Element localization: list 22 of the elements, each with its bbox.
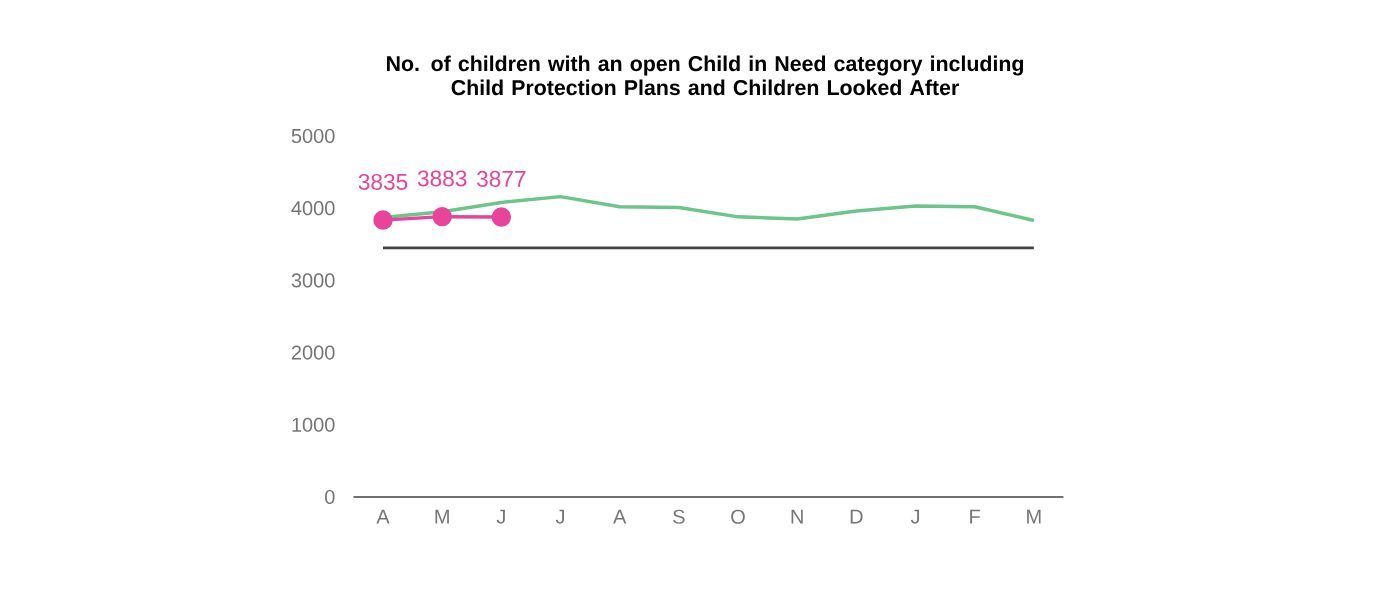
x-tick-label: F: [970, 509, 980, 524]
x-tick-label: J: [910, 509, 920, 524]
y-tick-label: 1000: [292, 417, 335, 432]
x-tick-label: A: [376, 509, 390, 524]
x-tick-label: M: [435, 509, 449, 524]
x-tick-label: J: [496, 509, 505, 524]
x-tick-label: N: [791, 509, 803, 524]
data-label: 3883: [417, 170, 467, 187]
x-tick-label: J: [555, 509, 565, 524]
chart-title: No. of children with an open Child in Need category including Child Protection Plans and Children Looked After: [387, 55, 1024, 96]
y-tick-label: 5000: [291, 128, 335, 144]
x-tick-label: M: [1027, 509, 1041, 524]
x-tick-label: S: [673, 509, 685, 524]
x-tick-label: O: [731, 509, 745, 524]
data-label: 3835: [358, 173, 408, 190]
y-tick-label: 4000: [291, 201, 335, 216]
x-tick-label: D: [850, 509, 863, 524]
y-tick-label: 0: [325, 489, 335, 505]
y-tick-label: 2000: [291, 345, 335, 360]
y-tick-label: 3000: [291, 273, 335, 288]
data-label: 3877: [476, 170, 526, 187]
x-tick-label: A: [613, 509, 627, 524]
